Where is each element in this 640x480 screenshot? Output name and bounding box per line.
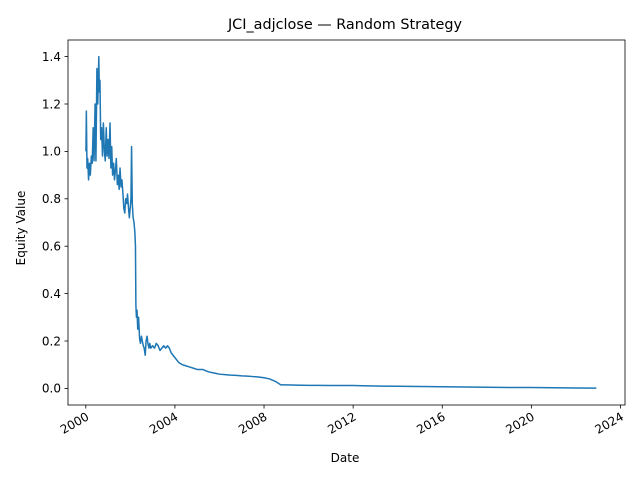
y-axis: 0.0 0.2 0.4 0.6 0.8 1.0 1.2 1.4 (42, 50, 68, 396)
x-tick-label: 2020 (503, 409, 536, 436)
x-tick-label: 2000 (58, 409, 91, 436)
y-axis-label: Equity Value (14, 191, 28, 266)
x-tick-label: 2008 (236, 409, 269, 436)
chart-title: JCI_adjclose — Random Strategy (227, 17, 463, 33)
y-tick-label: 0.0 (42, 382, 61, 396)
y-tick-label: 0.8 (42, 192, 61, 206)
x-tick-label: 2012 (325, 409, 358, 436)
y-tick-label: 0.2 (42, 334, 61, 348)
y-tick-label: 1.2 (42, 97, 61, 111)
x-tick-label: 2004 (147, 409, 180, 436)
y-tick-label: 1.0 (42, 145, 61, 159)
y-tick-label: 0.6 (42, 240, 61, 254)
x-tick-label: 2016 (414, 409, 447, 436)
x-tick-label: 2024 (593, 409, 626, 436)
y-tick-label: 0.4 (42, 287, 61, 301)
y-tick-label: 1.4 (42, 50, 61, 64)
plot-frame (67, 39, 626, 406)
series-line (85, 55, 597, 389)
plot-area (67, 39, 626, 406)
x-axis-label: Date (331, 451, 360, 465)
x-axis: 2000 2004 2008 2012 2016 2020 2024 (58, 405, 626, 437)
